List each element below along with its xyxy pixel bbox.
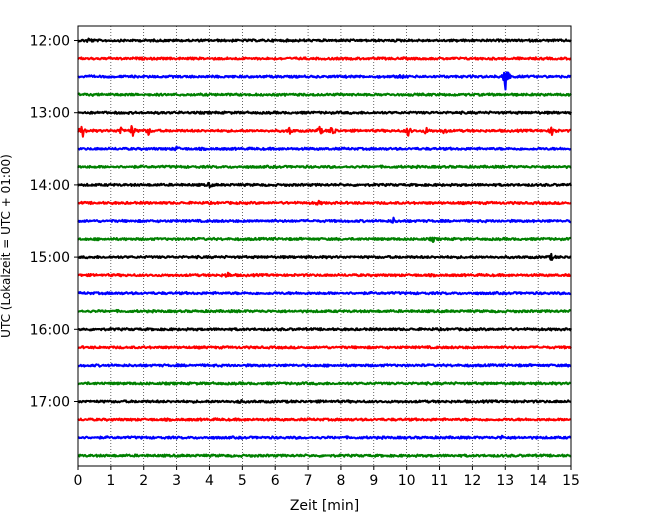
- x-tick-label: 8: [336, 473, 345, 489]
- y-tick-label: 14:00: [30, 178, 70, 194]
- trace-line: [77, 453, 572, 458]
- trace-line: [77, 381, 572, 386]
- x-tick-label: 10: [398, 473, 416, 489]
- x-tick-label: 13: [496, 473, 514, 489]
- trace-line: [77, 164, 572, 170]
- x-tick-label: 0: [74, 473, 83, 489]
- x-tick-label: 11: [431, 473, 449, 489]
- x-tick-label: 4: [205, 473, 214, 489]
- x-tick-label: 6: [271, 473, 280, 489]
- trace-line: [77, 199, 572, 206]
- trace-line: [77, 271, 572, 278]
- trace-line: [77, 417, 572, 422]
- x-tick-label: 2: [139, 473, 148, 489]
- trace-line: [77, 327, 572, 332]
- trace-line: [77, 308, 572, 314]
- trace-line: [77, 92, 572, 97]
- x-tick-label: 14: [529, 473, 547, 489]
- x-tick-label: 7: [304, 473, 313, 489]
- trace-line: [77, 216, 572, 224]
- y-tick-label: 17:00: [30, 395, 70, 411]
- trace-line: [77, 37, 572, 43]
- plot-frame: [77, 25, 572, 467]
- y-tick-label: 15:00: [30, 250, 70, 266]
- trace-layer: [77, 37, 572, 458]
- x-tick-label: 9: [369, 473, 378, 489]
- y-axis-label: UTC (Lokalzeit = UTC + 01:00): [0, 154, 13, 338]
- x-tick-label: 3: [172, 473, 181, 489]
- x-tick-label: 5: [238, 473, 247, 489]
- trace-line: [77, 290, 572, 296]
- x-axis-label: Zeit [min]: [290, 498, 359, 514]
- x-tick-label: 15: [562, 473, 580, 489]
- y-tick-label: 16:00: [30, 322, 70, 338]
- x-tick-label: 1: [106, 473, 115, 489]
- trace-line: [77, 124, 572, 138]
- trace-line: [77, 145, 572, 152]
- trace-line: [77, 363, 572, 368]
- trace-line: [77, 399, 572, 404]
- y-tick-label: 12:00: [30, 34, 70, 50]
- trace-line: [77, 252, 572, 261]
- y-tick-label: 13:00: [30, 106, 70, 122]
- x-tick-label: 12: [463, 473, 481, 489]
- tick-layer: 0 1 2 3 4 5 6 7 8 9 10 11 12 13 14 1512:0013:0014:0015:…: [30, 34, 580, 490]
- trace-line: [77, 110, 572, 115]
- trace-line: [77, 434, 572, 440]
- grid-layer: [110, 26, 539, 466]
- trace-line: [77, 345, 572, 350]
- trace-line: [77, 56, 572, 61]
- trace-line: [77, 71, 572, 91]
- trace-line: [77, 236, 572, 244]
- trace-line: [77, 181, 572, 189]
